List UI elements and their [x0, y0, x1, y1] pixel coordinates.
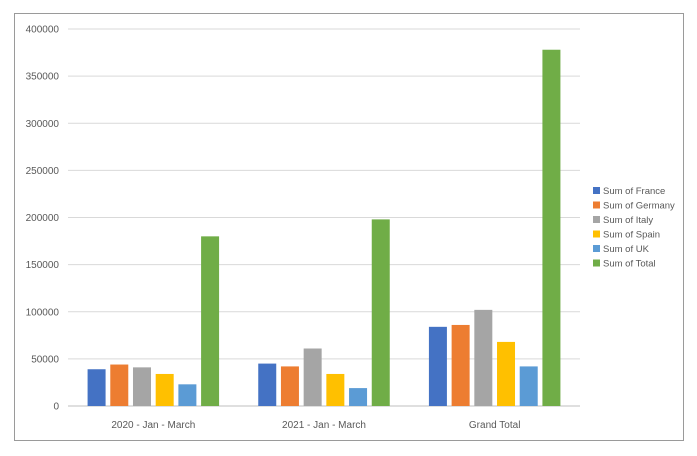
- y-tick-label: 400000: [26, 25, 60, 36]
- x-tick-label: 2021 - Jan - March: [282, 420, 366, 431]
- bar-sum-of-spain[interactable]: [497, 341, 516, 406]
- y-axis-ticks: 0 50000 100000 150000 200000 250000 300000 3500…: [26, 25, 60, 413]
- x-axis-ticks: 2020 - Jan - March 2021 - Jan - March Gran…: [111, 420, 520, 431]
- bar-sum-of-uk[interactable]: [519, 366, 538, 406]
- gridlines: [68, 28, 580, 407]
- legend-label: Sum of UK: [603, 244, 650, 255]
- y-tick-label: 300000: [26, 119, 60, 130]
- bar-sum-of-italy[interactable]: [132, 367, 151, 406]
- bar-sum-of-france[interactable]: [428, 326, 447, 406]
- bar-sum-of-total[interactable]: [542, 49, 561, 407]
- bar-sum-of-uk[interactable]: [349, 388, 368, 406]
- bar-sum-of-france[interactable]: [258, 363, 277, 406]
- legend-label: Sum of France: [603, 186, 665, 197]
- y-tick-label: 150000: [26, 260, 60, 271]
- legend-swatch: [593, 245, 600, 252]
- x-tick-label: 2020 - Jan - March: [111, 420, 195, 431]
- y-tick-label: 0: [53, 402, 59, 413]
- bar-sum-of-italy[interactable]: [303, 348, 322, 406]
- legend-swatch: [593, 230, 600, 238]
- bar-sum-of-france[interactable]: [87, 369, 106, 406]
- bar-sum-of-total[interactable]: [371, 219, 390, 406]
- legend: Sum of France Sum of Germany Sum of Italy S…: [593, 186, 675, 270]
- bar-sum-of-uk[interactable]: [178, 384, 197, 406]
- bar-sum-of-spain[interactable]: [155, 373, 174, 406]
- legend-swatch: [593, 201, 600, 209]
- legend-swatch: [593, 259, 600, 267]
- legend-label: Sum of Spain: [603, 230, 660, 241]
- y-tick-label: 50000: [31, 354, 59, 365]
- bar-sum-of-germany[interactable]: [451, 324, 470, 406]
- legend-label: Sum of Total: [603, 259, 656, 270]
- y-tick-label: 200000: [26, 213, 60, 224]
- bars: [87, 49, 561, 407]
- legend-label: Sum of Italy: [603, 215, 653, 226]
- y-tick-label: 250000: [26, 166, 60, 177]
- bar-sum-of-italy[interactable]: [474, 309, 493, 406]
- bar-sum-of-germany[interactable]: [280, 366, 299, 406]
- legend-label: Sum of Germany: [603, 201, 675, 212]
- bar-sum-of-spain[interactable]: [326, 373, 345, 406]
- y-tick-label: 350000: [26, 72, 60, 83]
- legend-swatch: [593, 187, 600, 194]
- y-tick-label: 100000: [26, 307, 60, 318]
- bar-sum-of-germany[interactable]: [110, 364, 129, 406]
- x-tick-label: Grand Total: [469, 420, 521, 431]
- bar-sum-of-total[interactable]: [201, 236, 220, 406]
- legend-swatch: [593, 216, 600, 223]
